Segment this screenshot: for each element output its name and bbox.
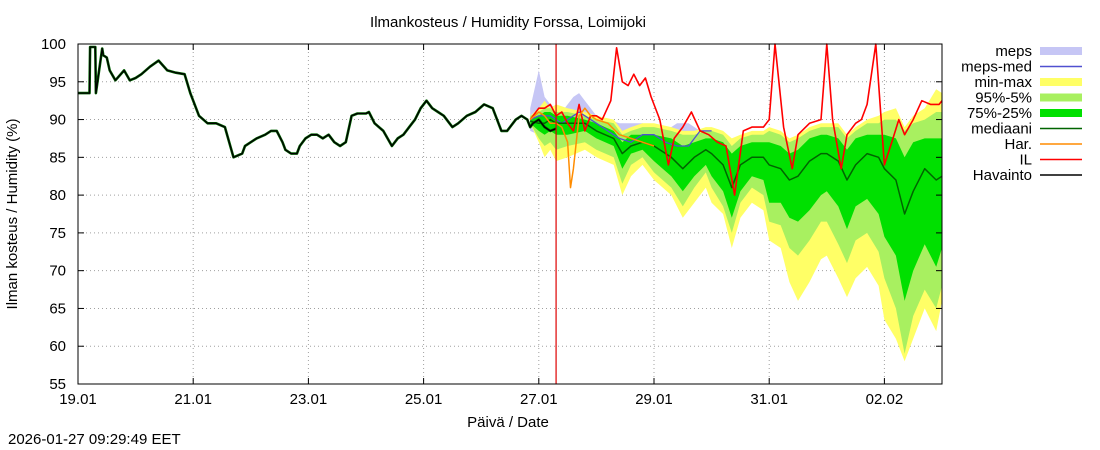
observed-underlay-line [78, 45, 557, 159]
timestamp: 2026-01-27 09:29:49 EET [8, 431, 181, 448]
il-line [529, 43, 943, 196]
y-tick-label: 100 [41, 36, 66, 53]
y-tick-label: 60 [49, 338, 66, 355]
chart-title: Ilmankosteus / Humidity Forssa, Loimijok… [370, 14, 646, 31]
x-tick-label: 29.01 [635, 391, 673, 408]
legend-label-median: mediaani [971, 121, 1032, 138]
legend: mepsmeps-medmin-max95%-5%75%-25%mediaani… [961, 43, 1082, 184]
y-tick-label: 80 [49, 187, 66, 204]
x-tick-label: 27.01 [520, 391, 558, 408]
y-tick-label: 75 [49, 225, 66, 242]
legend-label-meps: meps [995, 43, 1032, 60]
y-tick-label: 90 [49, 112, 66, 129]
median-line [530, 118, 943, 215]
legend-swatch-p75_25 [1040, 109, 1082, 117]
observed-line [78, 46, 557, 158]
legend-swatch-p95_5 [1040, 93, 1082, 102]
grid [78, 44, 942, 384]
legend-label-har: Har. [1004, 136, 1032, 153]
y-tick-label: 65 [49, 300, 66, 317]
legend-swatch-meps [1040, 47, 1082, 55]
x-tick-label: 21.01 [174, 391, 212, 408]
legend-label-p75_25: 75%-25% [967, 105, 1032, 122]
y-axis-label: Ilman kosteus / Humidity (%) [4, 119, 21, 310]
legend-label-p95_5: 95%-5% [975, 90, 1032, 107]
plot-frame [77, 43, 943, 385]
y-axis-ticks: 55 60 65 70 75 80 85 90 95 100 [41, 36, 942, 393]
legend-label-il: IL [1019, 152, 1032, 169]
legend-label-meps_med: meps-med [961, 59, 1032, 76]
x-axis-ticks: 19.01 21.01 23.01 25.01 27.01 29.01 31.01 02.02 [59, 44, 903, 408]
y-tick-label: 85 [49, 149, 66, 166]
x-tick-label: 02.02 [866, 391, 904, 408]
x-tick-label: 23.01 [290, 391, 328, 408]
x-tick-label: 19.01 [59, 391, 97, 408]
x-tick-label: 31.01 [750, 391, 788, 408]
x-axis-label: Päivä / Date [467, 414, 549, 431]
series-lines [78, 43, 943, 215]
x-tick-label: 25.01 [405, 391, 443, 408]
y-tick-label: 70 [49, 263, 66, 280]
legend-swatch-minmax [1040, 78, 1082, 86]
y-tick-label: 55 [49, 376, 66, 393]
legend-label-minmax: min-max [974, 74, 1032, 91]
har-line [529, 107, 655, 189]
legend-label-obs: Havainto [973, 167, 1032, 184]
y-tick-label: 95 [49, 74, 66, 91]
